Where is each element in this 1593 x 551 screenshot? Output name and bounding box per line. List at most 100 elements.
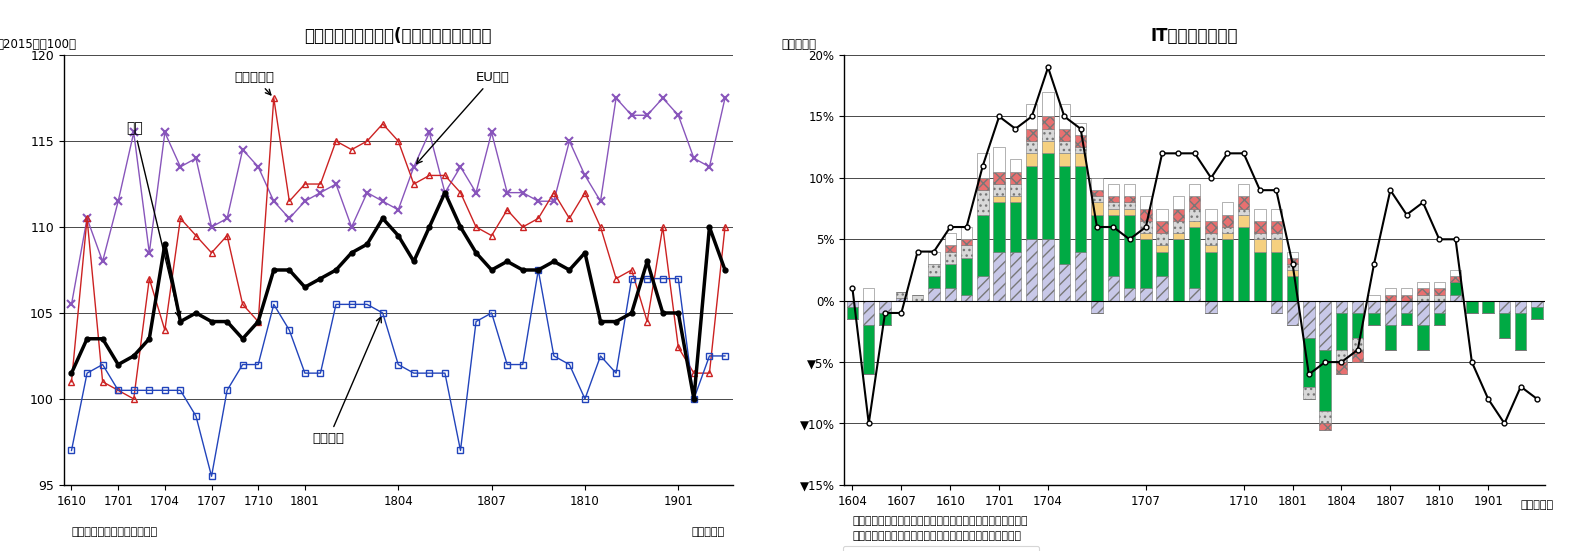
Bar <box>1091 196 1102 202</box>
Bar <box>1238 215 1249 227</box>
Bar <box>1042 153 1053 239</box>
Bar <box>1515 313 1526 350</box>
Bar <box>1010 196 1021 202</box>
Bar <box>1418 282 1429 288</box>
Bar <box>847 307 859 319</box>
Bar <box>1254 209 1266 221</box>
Bar <box>1042 92 1053 116</box>
Bar <box>1238 227 1249 301</box>
Bar <box>1222 202 1233 215</box>
Bar <box>1141 233 1152 239</box>
Bar <box>1157 252 1168 276</box>
Bar <box>961 258 972 295</box>
Bar <box>1499 301 1510 313</box>
Bar <box>1337 313 1348 350</box>
Bar <box>977 215 989 276</box>
Bar <box>1075 123 1086 135</box>
Bar <box>1206 245 1217 252</box>
Bar <box>1450 295 1461 301</box>
Bar <box>1188 221 1201 227</box>
Bar <box>1400 301 1413 313</box>
Bar <box>1026 104 1037 129</box>
Bar <box>1026 153 1037 166</box>
Text: （年・月）: （年・月） <box>1520 500 1553 510</box>
Bar <box>1172 209 1184 221</box>
Bar <box>977 178 989 190</box>
Bar <box>1384 295 1395 301</box>
Bar <box>945 245 956 252</box>
Bar <box>1010 202 1021 252</box>
Bar <box>1010 184 1021 196</box>
Bar <box>1418 301 1429 325</box>
Bar <box>879 301 890 313</box>
Bar <box>1483 301 1494 313</box>
Bar <box>1287 264 1298 270</box>
Bar <box>1123 184 1136 196</box>
Bar <box>1222 215 1233 227</box>
Bar <box>1400 313 1413 325</box>
Bar <box>1091 301 1102 313</box>
Bar <box>945 252 956 264</box>
Bar <box>945 288 956 301</box>
Bar <box>1303 301 1314 338</box>
Bar <box>1091 202 1102 215</box>
Bar <box>994 184 1005 196</box>
Bar <box>1352 301 1364 313</box>
Bar <box>994 252 1005 301</box>
Bar <box>1141 239 1152 288</box>
Bar <box>1141 196 1152 209</box>
Bar <box>1091 215 1102 301</box>
Bar <box>1352 350 1364 362</box>
Bar <box>1026 239 1037 301</box>
Bar <box>977 153 989 178</box>
Bar <box>945 264 956 288</box>
Bar <box>1254 252 1266 301</box>
Bar <box>1010 172 1021 184</box>
Bar <box>1303 338 1314 387</box>
Bar <box>1188 184 1201 196</box>
Bar <box>994 202 1005 252</box>
Bar <box>1172 239 1184 301</box>
Bar <box>1222 239 1233 301</box>
Legend: 電算機類(含む周辺機器,部分品), 半導体等電子部品, 音響・映像機器(含む部分品), 通信機, 科学光学機器, その他電気機器: 電算機類(含む周辺機器,部分品), 半導体等電子部品, 音響・映像機器(含む部分… <box>843 546 1039 551</box>
Bar <box>847 301 859 307</box>
Bar <box>1206 252 1217 301</box>
Bar <box>961 245 972 258</box>
Bar <box>1123 196 1136 202</box>
Bar <box>1384 301 1395 325</box>
Bar <box>1206 301 1217 313</box>
Bar <box>1287 276 1298 301</box>
Bar <box>929 264 940 276</box>
Bar <box>1271 239 1282 252</box>
Bar <box>879 313 890 325</box>
Bar <box>1254 233 1266 239</box>
Bar <box>1010 159 1021 172</box>
Bar <box>895 298 906 301</box>
Bar <box>961 295 972 301</box>
Bar <box>994 172 1005 184</box>
Bar <box>1123 215 1136 288</box>
Bar <box>1254 221 1266 233</box>
Bar <box>1123 202 1136 209</box>
Bar <box>1042 239 1053 301</box>
Bar <box>1337 301 1348 313</box>
Bar <box>1450 270 1461 276</box>
Bar <box>1287 252 1298 258</box>
Bar <box>1188 209 1201 221</box>
Text: 全体: 全体 <box>126 121 182 317</box>
Bar <box>1026 129 1037 141</box>
Bar <box>1434 288 1445 295</box>
Bar <box>1188 196 1201 209</box>
Bar <box>1466 301 1478 313</box>
Bar <box>1434 295 1445 301</box>
Bar <box>977 276 989 301</box>
Bar <box>1172 196 1184 209</box>
Bar <box>1434 282 1445 288</box>
Text: （注）輸出金額を輸出物価指数で実質化、棒グラフは寄与度: （注）輸出金額を輸出物価指数で実質化、棒グラフは寄与度 <box>852 516 1027 526</box>
Bar <box>1238 196 1249 209</box>
Bar <box>1418 325 1429 350</box>
Bar <box>1141 288 1152 301</box>
Bar <box>994 147 1005 172</box>
Title: 地域別輸出数量指数(季節調整値）の推移: 地域別輸出数量指数(季節調整値）の推移 <box>304 27 492 45</box>
Bar <box>1059 153 1070 166</box>
